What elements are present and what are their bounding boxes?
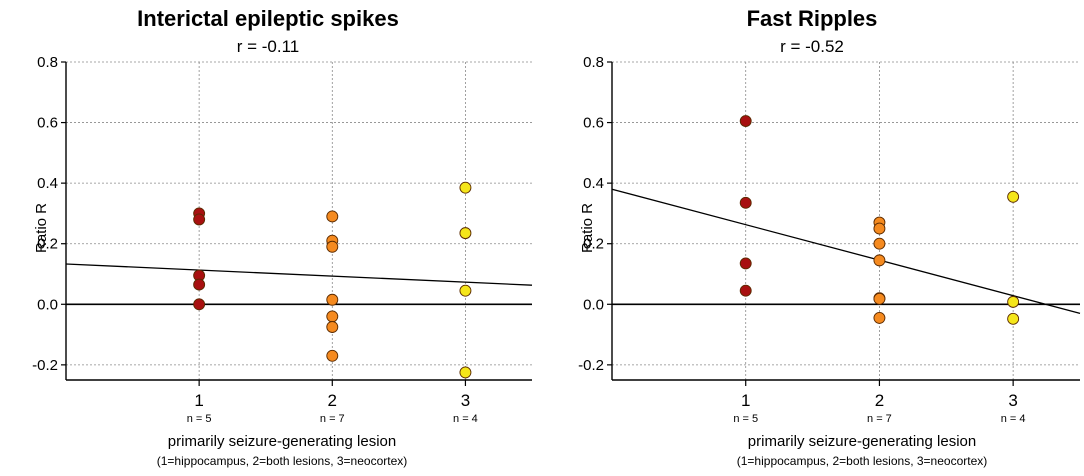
y-tick-label: 0.8 <box>37 54 58 71</box>
data-point-both-lesions <box>873 222 886 235</box>
regression-line <box>65 263 533 286</box>
n-label: n = 4 <box>1001 413 1026 425</box>
y-tick-label: 0.0 <box>37 296 58 313</box>
data-point-neocortex <box>459 227 472 240</box>
x-tick-label: 3 <box>1008 391 1017 410</box>
data-point-both-lesions <box>326 310 339 323</box>
data-point-neocortex <box>1007 295 1020 308</box>
data-point-both-lesions <box>326 210 339 223</box>
chart-1-plot: -0.2 0.0 0.2 0.4 0.6 0.8 1 n = 5 2 n = 7 3 n = 4 <box>32 54 533 425</box>
x-tick-label: 2 <box>875 391 884 410</box>
y-tick-label: -0.2 <box>32 357 58 374</box>
data-point-neocortex <box>459 284 472 297</box>
y-tick-label: 0.4 <box>583 175 604 192</box>
chart-2-plot: -0.2 0.0 0.2 0.4 0.6 0.8 1 n = 5 2 n = 7 3 n = 4 <box>578 54 1081 425</box>
data-point-both-lesions <box>326 349 339 362</box>
panel-2: Fast Ripples r = -0.52 Ratio R primarily… <box>579 6 987 468</box>
chart-1-xlabel-sub: (1=hippocampus, 2=both lesions, 3=neocor… <box>157 454 408 468</box>
regression-line <box>611 188 1081 314</box>
y-tick-label: -0.2 <box>578 357 604 374</box>
y-tick-label: 0.4 <box>37 175 58 192</box>
data-point-neocortex <box>1007 190 1020 203</box>
chart-2-ylabel: Ratio R <box>579 203 596 253</box>
n-label: n = 5 <box>187 413 212 425</box>
data-point-hippocampus <box>739 284 752 297</box>
x-tick-label: 3 <box>461 391 470 410</box>
y-tick-label: 0.8 <box>583 54 604 71</box>
y-tick-label: 0.0 <box>583 296 604 313</box>
data-point-hippocampus <box>193 298 206 311</box>
data-point-hippocampus <box>193 278 206 291</box>
data-point-hippocampus <box>739 115 752 128</box>
chart-2-subtitle: r = -0.52 <box>780 37 844 56</box>
y-tick-label: 0.6 <box>37 115 58 132</box>
data-point-neocortex <box>1007 312 1020 325</box>
data-point-both-lesions <box>873 254 886 267</box>
n-label: n = 7 <box>320 413 345 425</box>
data-point-both-lesions <box>326 321 339 333</box>
chart-1-title: Interictal epileptic spikes <box>137 6 399 31</box>
panel-1: Interictal epileptic spikes r = -0.11 Ra… <box>33 6 407 468</box>
data-point-both-lesions <box>873 237 886 250</box>
n-label: n = 7 <box>867 413 892 425</box>
data-point-both-lesions <box>326 293 339 306</box>
chart-1-xlabel: primarily seizure-generating lesion <box>168 433 396 450</box>
chart-1-subtitle: r = -0.11 <box>237 37 300 56</box>
y-tick-label: 0.2 <box>583 236 604 253</box>
data-point-both-lesions <box>326 240 339 253</box>
x-tick-label: 1 <box>741 391 750 410</box>
y-tick-label: 0.2 <box>37 236 58 253</box>
data-point-neocortex <box>459 181 472 194</box>
x-tick-label: 1 <box>194 391 203 410</box>
chart-2-xlabel: primarily seizure-generating lesion <box>748 433 976 450</box>
chart-1-ylabel: Ratio R <box>33 203 50 253</box>
data-point-both-lesions <box>873 311 886 324</box>
chart-2-title: Fast Ripples <box>747 6 878 31</box>
data-point-hippocampus <box>193 213 206 226</box>
n-label: n = 5 <box>733 413 758 425</box>
x-tick-label: 2 <box>328 391 337 410</box>
chart-2-xlabel-sub: (1=hippocampus, 2=both lesions, 3=neocor… <box>737 454 988 468</box>
data-point-neocortex <box>459 366 472 379</box>
n-label: n = 4 <box>453 413 478 425</box>
data-point-hippocampus <box>739 196 752 209</box>
y-tick-label: 0.6 <box>583 115 604 132</box>
data-point-both-lesions <box>873 292 886 305</box>
data-point-hippocampus <box>739 257 752 270</box>
